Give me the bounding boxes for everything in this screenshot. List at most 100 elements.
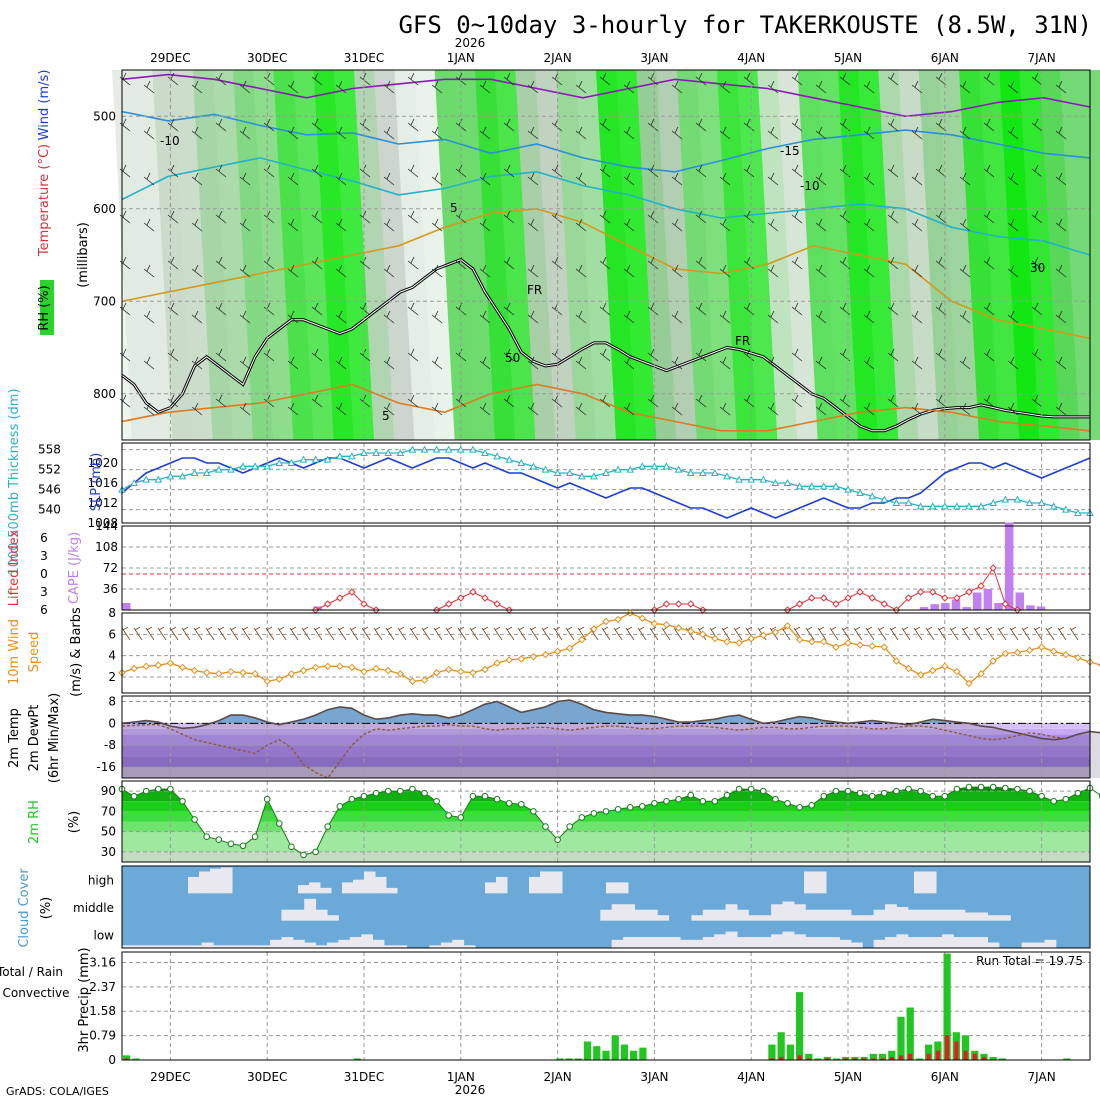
thickness-marker — [178, 472, 187, 480]
wind-speed-marker — [602, 617, 610, 626]
wind-barb-upper — [983, 256, 995, 270]
cloud-cell — [714, 909, 727, 921]
cloud-cell — [551, 871, 563, 894]
wind-speed-marker — [444, 665, 453, 674]
wind-barb-10m — [1045, 626, 1055, 641]
upper-air-rh-label: RH (%) — [37, 285, 52, 330]
wind-barb-upper — [719, 310, 731, 324]
lifted-index-marker — [844, 594, 852, 602]
wind-barb-10m — [877, 626, 887, 641]
rh-marker — [1002, 784, 1009, 792]
wind-barb-upper — [599, 256, 611, 270]
cape-bar — [994, 603, 1003, 610]
cloud-cell — [383, 945, 396, 948]
cloud-cell — [645, 909, 658, 921]
thickness-marker — [856, 488, 864, 496]
lifted-index-marker — [941, 594, 949, 602]
wind-barb-upper — [935, 394, 947, 408]
wind-barb-upper — [431, 218, 443, 232]
thickness-marker — [868, 492, 877, 500]
wind-speed-marker — [941, 662, 949, 671]
cloud-cell — [634, 937, 647, 948]
cloud-cell — [782, 901, 795, 921]
y-tick-upper-air: 800 — [93, 387, 116, 401]
rh-marker — [384, 787, 392, 795]
wind-barb-upper — [335, 264, 347, 278]
wind-barb-upper — [431, 126, 443, 140]
cloud-cell — [914, 871, 926, 894]
cloud-cell — [953, 937, 966, 948]
thickness-marker — [130, 478, 138, 486]
y-tick-cape: 36 — [103, 582, 118, 596]
wind-barb-upper — [983, 348, 995, 362]
rh-marker — [747, 785, 755, 793]
y-tick-cape: 108 — [95, 540, 118, 554]
cloud-cell — [364, 871, 376, 894]
wind-barb-10m — [157, 626, 167, 641]
precip-bar — [925, 1044, 933, 1060]
thickness-marker — [747, 475, 756, 483]
cape-bar — [951, 599, 961, 610]
y-tick-precip: 3.16 — [89, 955, 116, 969]
thickness-marker — [1037, 498, 1046, 506]
contour-label: -15 — [780, 144, 800, 158]
wind-barb-upper — [959, 218, 971, 232]
temperature-contour — [121, 110, 1091, 173]
precip-bar — [611, 1035, 619, 1060]
y-tick-thickness: 546 — [38, 483, 61, 497]
wind-barb-10m — [361, 626, 371, 641]
y-tick-precip: 2.37 — [89, 980, 116, 994]
lifted-index-marker — [1001, 600, 1010, 608]
y-tick-slp: 1020 — [87, 456, 118, 470]
wind-barb-10m — [217, 626, 227, 641]
convective-bar — [954, 1041, 959, 1060]
wind-barb-upper — [599, 72, 611, 86]
wind-speed-marker — [360, 667, 368, 676]
rh-marker — [312, 848, 319, 856]
wind-barb-upper — [575, 172, 587, 186]
wind-barb-10m — [781, 626, 791, 641]
rh-marker — [663, 797, 670, 805]
wind-speed-marker — [1074, 654, 1082, 662]
wind-barb-upper — [647, 118, 659, 132]
convective-bar — [797, 1055, 802, 1060]
wind-barb-upper — [887, 348, 899, 362]
thickness-marker — [299, 455, 308, 463]
wind-barb-upper — [1055, 172, 1067, 186]
wind-barb-upper — [1055, 356, 1067, 370]
wind-barb-upper — [311, 164, 323, 178]
rh-marker — [614, 806, 622, 813]
wind-speed-marker — [771, 628, 780, 636]
cloud-cell — [298, 885, 310, 894]
cloud-cell — [793, 934, 806, 948]
cloud-cell — [873, 939, 886, 948]
y-tick-lifted: 0 — [40, 567, 48, 581]
precip-bar — [888, 1050, 896, 1060]
wind-barb-upper — [215, 256, 227, 270]
wind-speed-marker — [820, 638, 828, 646]
wind-barb-upper — [527, 402, 539, 416]
wind-speed-marker — [928, 666, 937, 675]
wind-barb-upper — [959, 310, 971, 324]
thickness-marker — [832, 482, 840, 490]
wind-barb-upper — [959, 172, 971, 186]
cloud-cell — [309, 882, 321, 894]
wind-barb-upper — [215, 72, 227, 86]
cloud-cell — [793, 904, 806, 921]
rh-marker — [421, 789, 428, 797]
thickness-marker — [517, 458, 526, 466]
wind-barb-upper — [479, 402, 491, 416]
x-tick-bottom: 6JAN — [931, 1070, 959, 1084]
wind-barb-upper — [863, 218, 875, 232]
rh-marker — [142, 787, 150, 795]
wind-barb-upper — [911, 126, 923, 140]
cloud-cell — [714, 934, 727, 948]
wind-barb-10m — [337, 626, 347, 641]
cloud-cell — [210, 868, 222, 894]
rh-marker — [518, 800, 525, 808]
wind-barb-upper — [863, 172, 875, 186]
dewpt-line — [121, 723, 1066, 779]
thickness-marker — [940, 502, 949, 510]
wind-barb-upper — [743, 302, 755, 316]
y-tick-slp: 1016 — [87, 476, 118, 490]
